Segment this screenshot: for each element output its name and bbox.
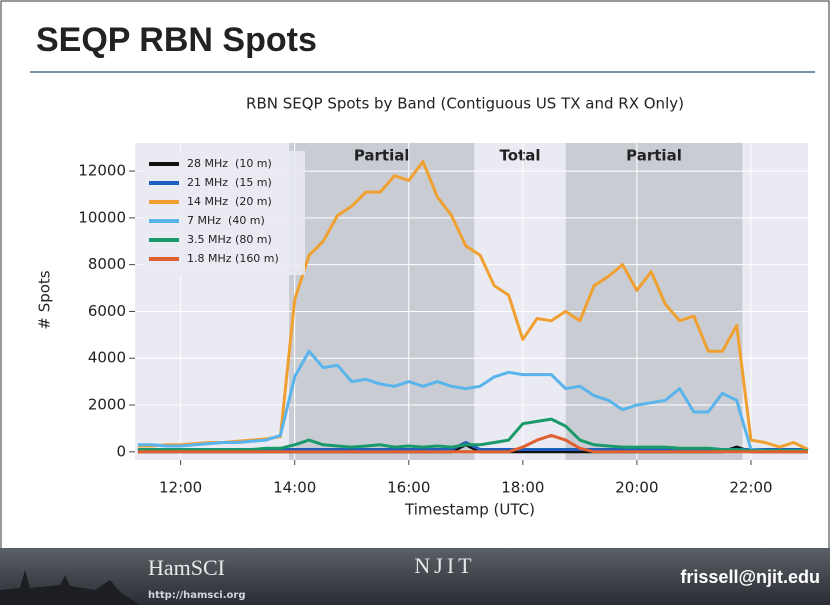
y-tick-label: 10000 (78, 208, 126, 226)
x-tick-label: 14:00 (273, 479, 316, 497)
x-tick-label: 22:00 (729, 479, 772, 497)
x-tick-label: 12:00 (159, 479, 202, 497)
y-tick-label: 8000 (88, 255, 126, 273)
series-line (137, 349, 808, 453)
chart: Partial Total Partial 0 2000 4000 6000 8000 1000… (36, 95, 809, 519)
region-label: Partial (626, 147, 682, 165)
skyline (0, 570, 140, 605)
legend-label: 21 MHz (15 m) (187, 176, 272, 189)
y-tick-label: 2000 (88, 396, 126, 414)
x-axis-label: Timestamp (UTC) (404, 501, 535, 519)
y-tick-label: 6000 (88, 302, 126, 320)
shaded-region (565, 143, 743, 460)
footer-band (0, 548, 830, 605)
legend-box (143, 151, 305, 275)
footer-email: frissell@njit.edu (680, 567, 820, 587)
series-line (137, 417, 808, 453)
y-tick-label: 0 (116, 442, 126, 460)
shaded-region (288, 143, 475, 460)
footer-url: http://hamsci.org (148, 590, 246, 601)
y-tick-label: 12000 (78, 162, 126, 180)
legend-label: 7 MHz (40 m) (187, 214, 265, 227)
chart-title: RBN SEQP Spots by Band (Contiguous US TX… (246, 95, 684, 113)
x-tick-label: 20:00 (615, 479, 658, 497)
legend-label: 1.8 MHz (160 m) (187, 252, 279, 265)
x-tick-label: 16:00 (387, 479, 430, 497)
x-tick-label: 18:00 (501, 479, 544, 497)
region-label: Total (499, 147, 540, 165)
slide-title: SEQP RBN Spots (36, 21, 317, 59)
legend-label: 14 MHz (20 m) (187, 195, 272, 208)
y-axis-label: # Spots (36, 270, 54, 329)
region-label: Partial (354, 147, 410, 165)
series-line (137, 433, 808, 454)
y-tick-label: 4000 (88, 349, 126, 367)
footer-logo: HamSCI (148, 555, 225, 580)
legend-label: 3.5 MHz (80 m) (187, 233, 272, 246)
footer-institution: NJIT (414, 553, 475, 578)
legend-label: 28 MHz (10 m) (187, 157, 272, 170)
